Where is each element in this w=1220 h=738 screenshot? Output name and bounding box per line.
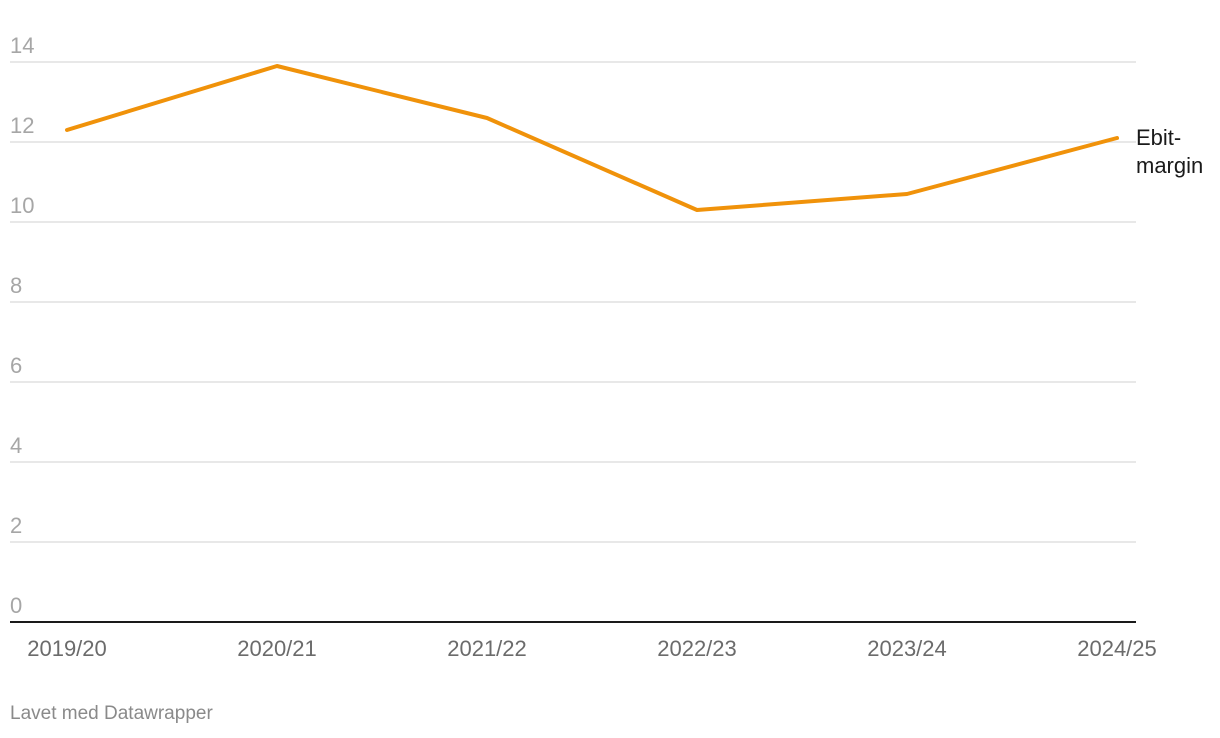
y-tick-label: 10 (10, 193, 34, 218)
y-tick-label: 6 (10, 353, 22, 378)
y-tick-label: 0 (10, 593, 22, 618)
x-tick-label: 2020/21 (237, 636, 317, 661)
series-lines (65, 64, 1119, 212)
x-tick-label: 2024/25 (1077, 636, 1157, 661)
series-label: Ebit- (1136, 125, 1181, 150)
x-tick-label: 2023/24 (867, 636, 947, 661)
x-tick-label: 2022/23 (657, 636, 737, 661)
x-axis-tick-labels: 2019/20 2020/21 2021/22 2022/23 2023/24 2024/… (27, 636, 1157, 661)
series-labels: Ebit-margin (1136, 125, 1203, 178)
gridlines (10, 61, 1136, 543)
x-tick-label: 2019/20 (27, 636, 107, 661)
x-tick-label: 2021/22 (447, 636, 527, 661)
y-tick-label: 14 (10, 33, 34, 58)
y-tick-label: 4 (10, 433, 22, 458)
y-tick-label: 8 (10, 273, 22, 298)
series-line-ebit-margin (65, 64, 1119, 212)
y-axis-tick-labels: 0 2 4 6 8 10 12 14 (10, 33, 34, 618)
footer-credit: Lavet med Datawrapper (10, 703, 213, 724)
y-tick-label: 2 (10, 513, 22, 538)
series-label: margin (1136, 153, 1203, 178)
y-tick-label: 12 (10, 113, 34, 138)
